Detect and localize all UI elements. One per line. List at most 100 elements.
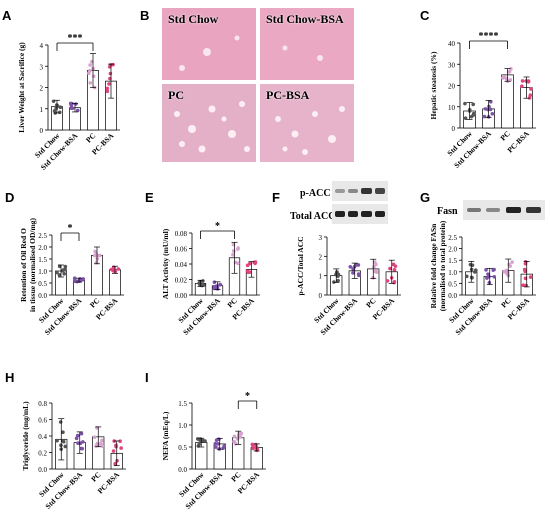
- data-point: [111, 268, 116, 273]
- data-point: [100, 438, 104, 443]
- histology-texture: [260, 8, 354, 80]
- data-point: [247, 261, 252, 266]
- y-tick-label: 1.5: [448, 257, 457, 265]
- data-point: [57, 273, 62, 277]
- y-tick-label: 2.0: [38, 244, 47, 252]
- y-axis-label: ALT Activity (mU/ml): [161, 228, 170, 299]
- data-point: [392, 268, 397, 272]
- data-point: [488, 107, 493, 112]
- blot-band: [506, 207, 521, 213]
- y-tick-label: 1.0: [38, 268, 47, 276]
- blot-band: [467, 208, 481, 212]
- data-point: [88, 81, 93, 85]
- histology-texture: [162, 8, 256, 80]
- data-point: [115, 458, 119, 463]
- data-point: [98, 253, 102, 258]
- data-point: [348, 264, 353, 269]
- blot-band: [361, 211, 372, 217]
- blot-band: [375, 188, 385, 194]
- data-point: [523, 269, 527, 274]
- data-point: [57, 110, 62, 115]
- significance-marker: ***: [68, 33, 83, 44]
- y-tick-label: 40: [448, 40, 456, 48]
- data-point: [506, 70, 511, 74]
- significance-marker: *: [215, 221, 220, 232]
- blot-band: [375, 211, 385, 217]
- data-point: [253, 260, 258, 264]
- data-point: [469, 267, 474, 272]
- data-point: [491, 268, 496, 272]
- y-tick-label: 0.0: [178, 466, 187, 474]
- data-point: [356, 272, 361, 276]
- chart-fasn: 0.0 0.5 1.0 1.5 2.0 2.5 Relative fold change F…: [429, 220, 536, 337]
- data-point: [351, 266, 355, 271]
- data-point: [200, 438, 204, 443]
- significance-marker: *: [245, 391, 250, 402]
- data-point: [520, 84, 524, 88]
- data-point: [335, 270, 339, 274]
- y-tick-label: 1.0: [448, 269, 457, 277]
- category-label: PC: [84, 131, 97, 144]
- blot-label-p-acc: p-ACC: [300, 188, 331, 199]
- data-point: [113, 461, 117, 466]
- y-tick-label: 2: [319, 253, 323, 261]
- data-point: [463, 101, 467, 106]
- y-tick-label: 2.0: [448, 246, 457, 254]
- data-point: [510, 260, 514, 264]
- panel-label-i: I: [145, 370, 149, 385]
- data-point: [111, 449, 116, 453]
- data-point: [250, 442, 255, 447]
- blot-band: [348, 189, 358, 193]
- blot-band: [335, 189, 345, 193]
- panel-label-b: B: [140, 8, 150, 23]
- y-tick-label: 3: [319, 234, 323, 242]
- y-tick-label: 0.0: [38, 466, 47, 474]
- category-label: PC: [498, 129, 511, 142]
- data-point: [332, 280, 336, 284]
- data-point: [52, 109, 57, 113]
- y-axis-label: Relative fold change FASn: [429, 223, 438, 308]
- data-point: [356, 263, 361, 267]
- y-tick-label: 0: [40, 127, 44, 135]
- y-tick-label: 0.5: [178, 444, 187, 452]
- data-point: [203, 439, 207, 443]
- y-axis-label: Triglyceride (mg/mL): [21, 401, 30, 471]
- blot-band: [348, 211, 358, 217]
- blot-band: [361, 188, 372, 194]
- data-point: [463, 116, 468, 120]
- data-point: [471, 102, 475, 107]
- data-point: [237, 433, 241, 438]
- blot-total-acc: [332, 204, 388, 224]
- data-point: [489, 99, 493, 104]
- data-point: [100, 444, 105, 448]
- data-point: [92, 435, 97, 440]
- category-label: PC: [229, 470, 242, 483]
- data-point: [58, 105, 63, 110]
- data-point: [62, 271, 67, 276]
- panel-label-f: F: [272, 190, 280, 205]
- histology-label-pc: PC: [168, 88, 184, 102]
- data-point: [218, 282, 222, 287]
- data-point: [107, 65, 112, 69]
- data-point: [74, 102, 78, 106]
- y-axis-label: p-ACC/Total ACC: [296, 236, 305, 295]
- data-point: [470, 275, 474, 280]
- y-tick-label: 0: [319, 292, 323, 300]
- data-point: [79, 446, 84, 451]
- panel-label-d: D: [5, 190, 15, 205]
- y-tick-label: 2.5: [38, 232, 47, 240]
- chart-alt-activity: 0.00 0.02 0.04 0.06 0.08 ALT Activity (mU/ml)…: [161, 221, 260, 337]
- data-point: [108, 71, 113, 76]
- data-point: [70, 106, 75, 111]
- y-tick-label: 0.00: [175, 292, 188, 300]
- y-tick-label: 2: [40, 85, 44, 93]
- y-tick-label: 0.0: [448, 292, 457, 300]
- y-tick-label: 0.06: [175, 246, 188, 254]
- data-point: [107, 82, 111, 86]
- data-point: [212, 280, 217, 284]
- panel-label-h: H: [5, 370, 15, 385]
- data-point: [198, 280, 202, 284]
